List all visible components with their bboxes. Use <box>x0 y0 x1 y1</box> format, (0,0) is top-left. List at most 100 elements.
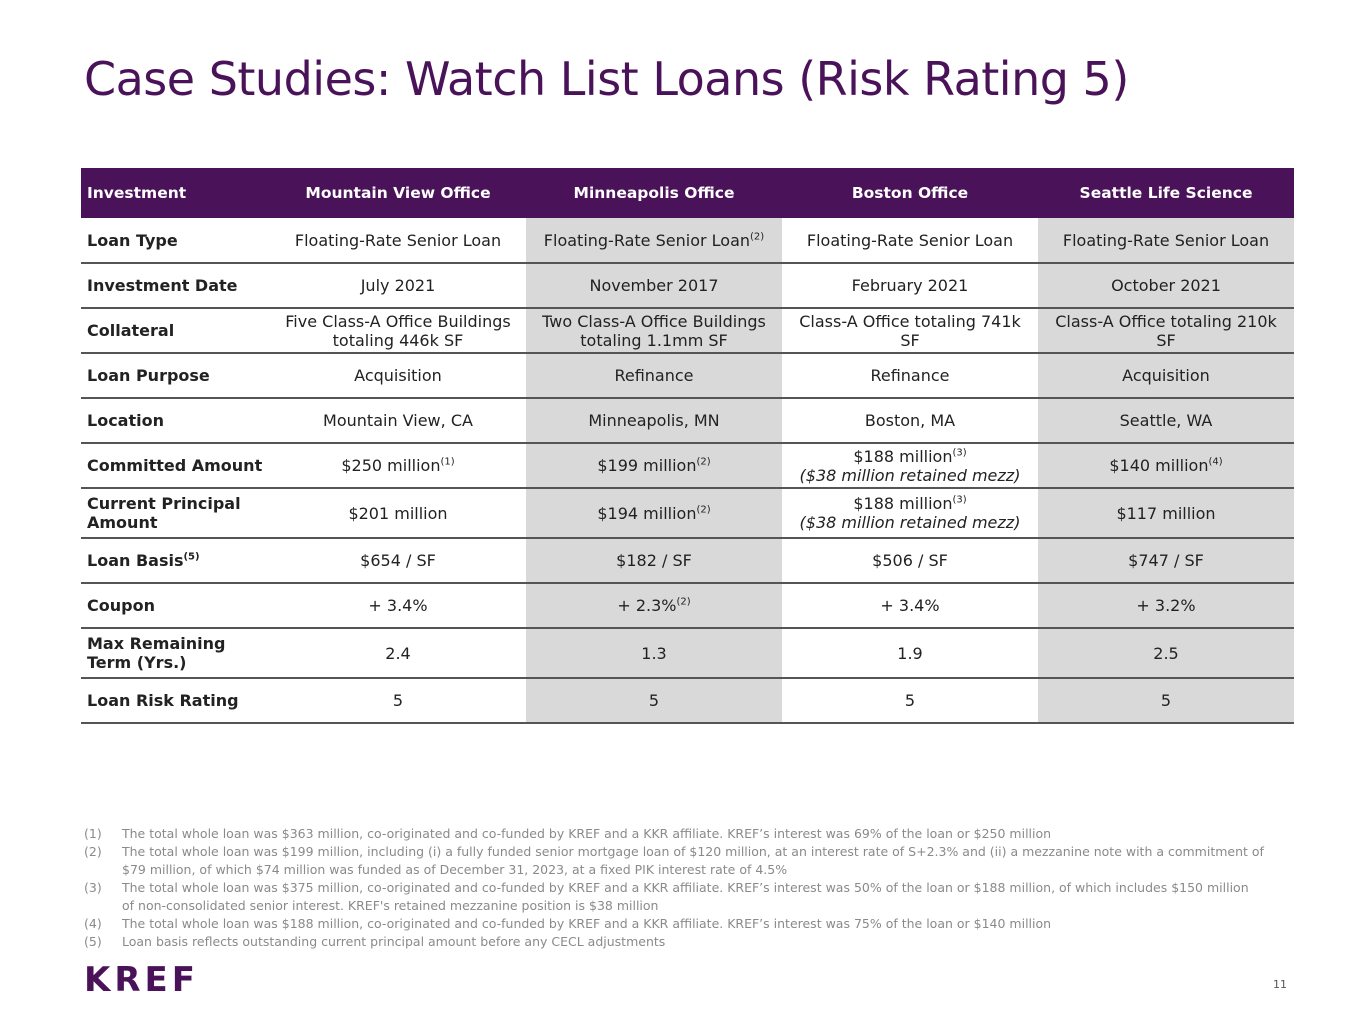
footnote: (2) The total whole loan was $199 million… <box>84 843 1264 879</box>
table-row: Investment Date July 2021 November 2017 Feb… <box>81 263 1294 308</box>
row-label-text: Loan Purpose <box>87 366 210 385</box>
cell-text: 2.4 <box>385 643 411 663</box>
footnote-text: Loan basis reflects outstanding current … <box>122 934 666 949</box>
cell-text: $194 million <box>597 503 697 523</box>
table-cell: + 2.3%(2) <box>526 583 782 628</box>
table-cell: $506 / SF <box>782 538 1038 583</box>
cell-text: July 2021 <box>360 276 436 295</box>
row-label-text: Committed Amount <box>87 456 263 475</box>
table-row: Loan Basis(5) $654 / SF $182 / SF $506 / SF… <box>81 538 1294 583</box>
table-cell: Seattle, WA <box>1038 398 1294 443</box>
cell-text: $747 / SF <box>1128 551 1204 570</box>
row-label: Loan Type <box>81 218 270 263</box>
footnote-ref: (3) <box>952 494 967 506</box>
cell-text: Refinance <box>614 366 694 385</box>
row-label-text: Collateral <box>87 321 175 340</box>
table-row: Max Remaining Term (Yrs.) 2.4 1.3 1.9 2.5 <box>81 628 1294 678</box>
table-row: Collateral Five Class-A Office Buildings … <box>81 308 1294 353</box>
table-cell: $182 / SF <box>526 538 782 583</box>
row-label-text: Loan Basis <box>87 551 184 570</box>
cell-text: Floating-Rate Senior Loan <box>543 230 751 250</box>
table-cell: $194 million(2) <box>526 488 782 538</box>
cell-text: Class-A Office totaling 210k SF <box>1055 311 1277 350</box>
cell-text: $140 million <box>1109 456 1209 475</box>
table-cell: Two Class-A Office Buildings totaling 1.… <box>526 308 782 353</box>
cell-note: ($38 million retained mezz) <box>799 513 1021 532</box>
row-label: Coupon <box>81 583 270 628</box>
cell-text: 2.5 <box>1153 643 1179 663</box>
cell-text: Refinance <box>870 366 950 385</box>
table-cell: February 2021 <box>782 263 1038 308</box>
row-label: Current Principal Amount <box>81 488 270 538</box>
table-row: Coupon + 3.4% + 2.3%(2) + 3.4% + 3.2% <box>81 583 1294 628</box>
loan-table: Investment Mountain View Office Minneapoli… <box>81 168 1294 724</box>
cell-text: 1.9 <box>897 643 923 663</box>
cell-text: $506 / SF <box>872 551 948 570</box>
table-cell: October 2021 <box>1038 263 1294 308</box>
row-label: Location <box>81 398 270 443</box>
cell-text: Minneapolis, MN <box>588 411 720 430</box>
table-cell: 1.9 <box>782 628 1038 678</box>
cell-text: + 3.4% <box>880 596 940 615</box>
header-cell: Minneapolis Office <box>526 168 782 218</box>
table-cell: 2.4 <box>270 628 526 678</box>
footnote: (5) Loan basis reflects outstanding curre… <box>84 933 1264 951</box>
row-label: Max Remaining Term (Yrs.) <box>81 628 270 678</box>
cell-note: ($38 million retained mezz) <box>799 465 1021 485</box>
footnote-marker: (3) <box>84 880 102 895</box>
cell-text: + 2.3% <box>617 596 677 615</box>
row-label-text: Max Remaining Term (Yrs.) <box>87 634 226 672</box>
footnote-text: The total whole loan was $363 million, c… <box>122 826 1052 841</box>
table-row: Current Principal Amount $201 million $194… <box>81 488 1294 538</box>
row-label-text: Location <box>87 411 164 430</box>
header-row: Investment Mountain View Office Minneapoli… <box>81 168 1294 218</box>
table-cell: Five Class-A Office Buildings totaling 4… <box>270 308 526 353</box>
table-cell: $199 million(2) <box>526 443 782 488</box>
table-cell: + 3.4% <box>270 583 526 628</box>
cell-text: $188 million <box>853 446 953 466</box>
cell-text: 1.3 <box>641 643 667 663</box>
table-cell: $188 million(3) ($38 million retained mez… <box>782 443 1038 488</box>
title: Case Studies: Watch List Loans (Risk Rat… <box>84 52 1129 106</box>
table-cell: Floating-Rate Senior Loan <box>270 218 526 263</box>
footnote-ref: (2) <box>696 504 711 516</box>
header-cell: Boston Office <box>782 168 1038 218</box>
cell-text: Mountain View, CA <box>323 411 473 430</box>
row-label: Loan Basis(5) <box>81 538 270 583</box>
footnote-ref: (3) <box>952 447 967 459</box>
cell-text: 5 <box>392 691 404 710</box>
row-label-text: Investment Date <box>87 276 238 295</box>
cell-text: 5 <box>648 691 660 710</box>
table-cell: Floating-Rate Senior Loan(2) <box>526 218 782 263</box>
table-cell: 5 <box>782 678 1038 723</box>
cell-text: $250 million <box>341 456 441 475</box>
cell-text: $199 million <box>597 456 697 475</box>
table-cell: 5 <box>270 678 526 723</box>
table-cell: Refinance <box>782 353 1038 398</box>
cell-text: $188 million <box>853 494 953 513</box>
header-cell: Mountain View Office <box>270 168 526 218</box>
row-label-text: Loan Type <box>87 230 178 250</box>
table-cell: Floating-Rate Senior Loan <box>782 218 1038 263</box>
table-cell: Mountain View, CA <box>270 398 526 443</box>
cell-text: Boston, MA <box>864 411 956 430</box>
footnote-marker: (4) <box>84 916 102 931</box>
row-label: Loan Risk Rating <box>81 678 270 723</box>
table-cell: $654 / SF <box>270 538 526 583</box>
cell-text: October 2021 <box>1111 276 1221 295</box>
table-cell: 2.5 <box>1038 628 1294 678</box>
cell-text: Acquisition <box>1122 366 1210 385</box>
cell-text: + 3.4% <box>368 596 428 615</box>
table-cell: Acquisition <box>270 353 526 398</box>
row-label-text: Loan Risk Rating <box>87 691 239 710</box>
table-cell: Floating-Rate Senior Loan <box>1038 218 1294 263</box>
footnote-ref: (1) <box>440 456 455 468</box>
footnote-ref: (4) <box>1208 456 1223 468</box>
table-cell: $747 / SF <box>1038 538 1294 583</box>
table-cell: $250 million(1) <box>270 443 526 488</box>
row-label: Investment Date <box>81 263 270 308</box>
cell-text: + 3.2% <box>1136 596 1196 615</box>
table-cell: $117 million <box>1038 488 1294 538</box>
table-cell: Minneapolis, MN <box>526 398 782 443</box>
